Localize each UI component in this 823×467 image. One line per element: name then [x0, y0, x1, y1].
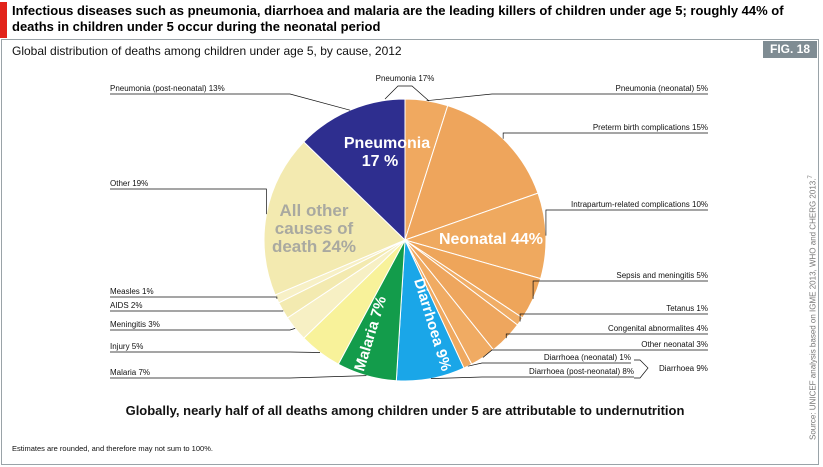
leader-line-right-1 — [502, 132, 708, 139]
label-measles: Measles 1% — [110, 287, 154, 296]
rounding-footnote: Estimates are rounded, and therefore may… — [12, 444, 213, 453]
label-diarrhoea-neonatal-: Diarrhoea (neonatal) 1% — [544, 353, 631, 362]
group-label-other-line-2: causes of — [275, 219, 354, 238]
figure-number-badge: FIG. 18 — [763, 41, 817, 58]
source-text: Source: UNICEF analysis based on IGME 20… — [808, 178, 818, 440]
figure-header: Infectious diseases such as pneumonia, d… — [0, 0, 823, 38]
leader-line-right-2 — [545, 209, 708, 236]
group-label-pneumonia: Pneumonia — [344, 135, 430, 152]
leader-line-right-5 — [505, 333, 708, 339]
leader-line-left-2 — [110, 296, 278, 299]
diarrhoea-brace — [634, 359, 649, 379]
leader-line-left-4 — [110, 328, 296, 331]
label-malaria: Malaria 7% — [110, 368, 150, 377]
group-label-neonatal: Neonatal 44% — [439, 231, 543, 248]
group-label-other-line-3: death 24% — [272, 237, 356, 256]
label-tetanus: Tetanus 1% — [666, 304, 708, 313]
label-other: Other 19% — [110, 179, 148, 188]
label-pneumonia-post-neonatal-: Pneumonia (post-neonatal) 13% — [110, 84, 225, 93]
pneumonia-bracket — [384, 85, 430, 102]
leader-line-right-6 — [482, 349, 708, 358]
group-label-other-line-1: All other — [280, 201, 349, 220]
label-injury: Injury 5% — [110, 342, 143, 351]
label-congenital-abnormalites: Congenital abnormalites 4% — [608, 324, 708, 333]
label-pneumonia-total: Pneumonia 17% — [376, 74, 435, 83]
header-accent-bar — [0, 2, 7, 38]
figure-headline: Infectious diseases such as pneumonia, d… — [12, 3, 784, 34]
leader-line-right-3 — [532, 280, 708, 299]
label-diarrhoea-total: Diarrhoea 9% — [659, 364, 708, 373]
leader-line-left-5 — [110, 351, 321, 353]
pie-slice-intrapartum-related-complications — [403, 192, 547, 280]
label-other-neonatal: Other neonatal 3% — [641, 340, 708, 349]
leader-line-left-3 — [110, 310, 284, 312]
chart-subtitle: Global distribution of deaths among chil… — [12, 44, 402, 58]
label-meningitis: Meningitis 3% — [110, 320, 160, 329]
leader-line-right-0 — [426, 93, 708, 102]
label-aids: AIDS 2% — [110, 301, 142, 310]
source-note: Source: UNICEF analysis based on IGME 20… — [808, 175, 818, 440]
pie-slice-other — [263, 141, 406, 296]
leader-line-left-0 — [110, 93, 351, 111]
leader-line-left-6 — [110, 375, 367, 379]
leader-line-right-8 — [430, 376, 634, 379]
label-intrapartum-related-complications: Intrapartum-related complications 10% — [571, 200, 708, 209]
group-value-pneumonia: 17 % — [362, 153, 398, 170]
label-preterm-birth-complications: Preterm birth complications 15% — [593, 123, 708, 132]
leader-line-left-1 — [110, 188, 267, 215]
leader-line-right-4 — [519, 313, 708, 322]
leader-line-right-7 — [467, 362, 631, 367]
undernutrition-message: Globally, nearly half of all deaths amon… — [125, 403, 685, 418]
label-diarrhoea-post-neonatal-: Diarrhoea (post-neonatal) 8% — [529, 367, 634, 376]
label-sepsis-and-meningitis: Sepsis and meningitis 5% — [616, 271, 708, 280]
pie-slice-preterm-birth-complications — [404, 105, 539, 241]
label-pneumonia-neonatal-: Pneumonia (neonatal) 5% — [615, 84, 708, 93]
source-superscript: 7 — [808, 175, 814, 179]
